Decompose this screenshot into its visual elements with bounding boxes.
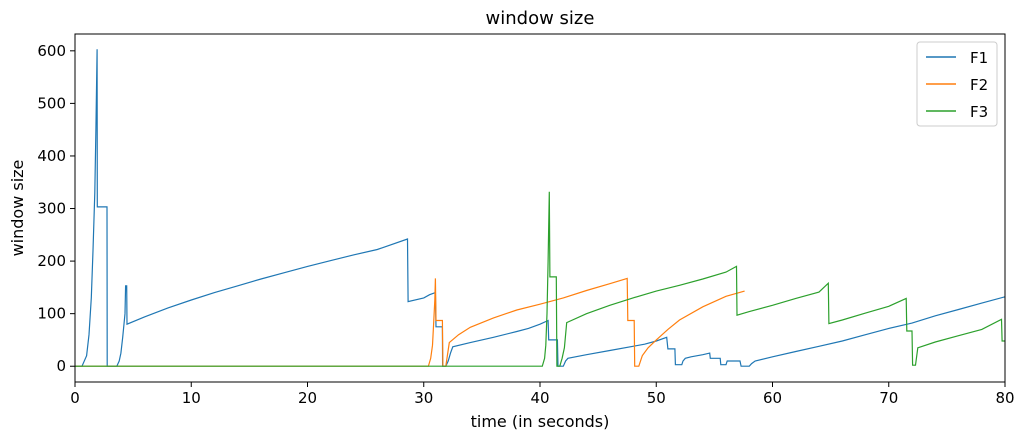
- y-axis-label: window size: [8, 160, 27, 257]
- legend-label-f1: F1: [970, 49, 988, 67]
- y-tick-label: 0: [56, 357, 66, 375]
- x-tick-label: 80: [995, 389, 1014, 407]
- x-axis-ticks: 0 10 20 30 40 50 60 70 80: [70, 382, 1015, 407]
- legend-box: [916, 41, 998, 127]
- x-tick-label: 50: [647, 389, 666, 407]
- series-line-f1: [75, 49, 1005, 367]
- x-tick-label: 10: [182, 389, 201, 407]
- series-line-f2: [75, 277, 745, 367]
- chart-title: window size: [486, 8, 595, 29]
- plot-frame: [74, 33, 1006, 383]
- x-tick-label: 60: [763, 389, 782, 407]
- y-tick-label: 400: [37, 147, 66, 165]
- y-axis-ticks: 0 100 200 300 400 500 600: [37, 42, 75, 375]
- legend-label-f2: F2: [970, 76, 988, 94]
- x-tick-label: 70: [879, 389, 898, 407]
- y-tick-label: 600: [37, 42, 66, 60]
- legend-label-f3: F3: [970, 103, 988, 121]
- x-tick-label: 40: [530, 389, 549, 407]
- series-line-f3: [75, 191, 1005, 367]
- series-lines: [75, 49, 1005, 367]
- x-tick-label: 0: [70, 389, 80, 407]
- y-tick-label: 200: [37, 252, 66, 270]
- y-tick-label: 500: [37, 94, 66, 112]
- legend: F1 F2 F3: [916, 41, 998, 127]
- x-tick-label: 30: [414, 389, 433, 407]
- x-axis-label: time (in seconds): [471, 412, 610, 431]
- y-tick-label: 300: [37, 200, 66, 218]
- y-tick-label: 100: [37, 305, 66, 323]
- x-tick-label: 20: [298, 389, 317, 407]
